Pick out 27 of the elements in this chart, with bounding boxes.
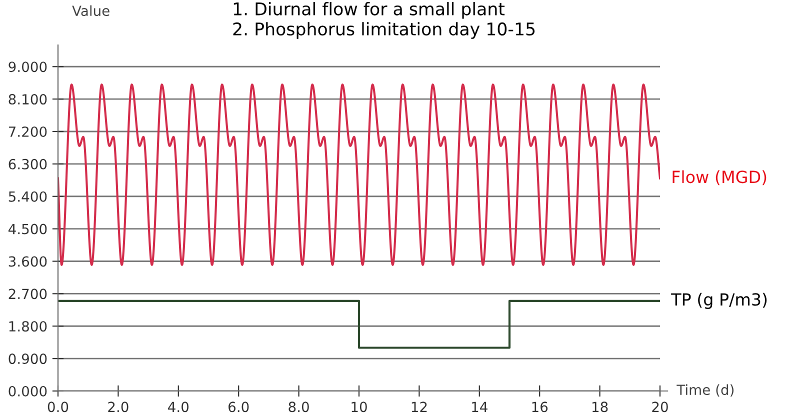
x-tick-label: 4.0	[168, 402, 189, 412]
y-axis-title: Value	[72, 5, 110, 16]
x-tick-label: 16	[532, 402, 548, 412]
y-tick-label: 7.200	[8, 126, 47, 137]
x-tick-label: 14	[472, 402, 488, 412]
y-tick-label: 3.600	[8, 256, 47, 267]
y-tick-label: 2.700	[8, 288, 47, 300]
x-tick-label: 8.0	[288, 402, 309, 412]
x-tick-label: 12	[412, 402, 427, 412]
x-tick-label: 2.0	[108, 402, 128, 412]
series-label: TP (g P/m3)	[671, 292, 767, 309]
x-axis-title: Time (d)	[676, 384, 734, 397]
y-tick-label: 8.100	[8, 94, 47, 105]
x-tick-label: 6.0	[228, 402, 249, 412]
y-tick-label: 0.000	[8, 386, 47, 396]
y-tick-label: 0.900	[8, 354, 47, 364]
y-tick-label: 4.500	[8, 224, 47, 234]
x-tick-label: 18	[592, 402, 608, 412]
series-label: Flow (MGD)	[672, 170, 766, 186]
y-tick-label: 6.300	[8, 158, 47, 170]
y-tick-label: 1.800	[9, 321, 47, 332]
x-tick-label: 10	[352, 402, 367, 412]
x-tick-label: 0.0	[48, 402, 68, 412]
y-tick-label: 9.000	[8, 62, 47, 72]
y-tick-label: 5.400	[8, 191, 47, 202]
chart-title: 1. Diurnal flow for a small plant 2. Phosphorus limitation day 10-15	[233, 2, 535, 39]
x-tick-label: 20	[652, 402, 668, 412]
